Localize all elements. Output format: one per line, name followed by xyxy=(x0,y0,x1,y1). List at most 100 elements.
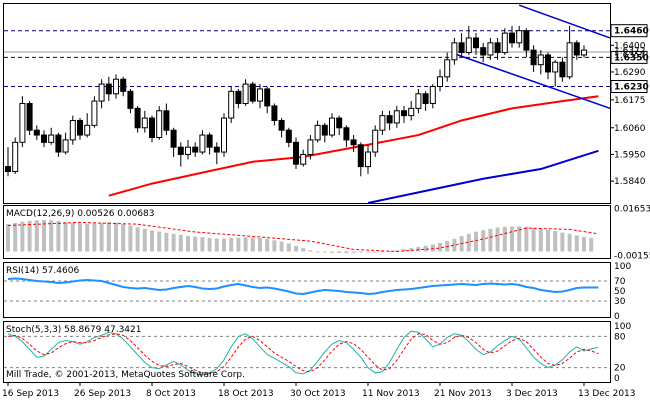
candle-body xyxy=(12,141,19,172)
price-current-label: 1.6372 xyxy=(614,47,646,57)
stoch-title: Stoch(5,3,3) 58.8679 47.3421 xyxy=(6,325,141,335)
candle-body xyxy=(314,124,321,141)
candle-body xyxy=(465,37,472,54)
macd-histogram-bar xyxy=(193,236,198,252)
macd-histogram-bar xyxy=(531,227,536,252)
macd-histogram-bar xyxy=(366,251,370,253)
macd-signal-line xyxy=(7,221,599,253)
macd-histogram-bar xyxy=(272,240,277,252)
macd-histogram-bar xyxy=(92,223,97,252)
macd-histogram-bar xyxy=(114,222,118,252)
macd-histogram-bar xyxy=(63,222,68,252)
macd-histogram-bar xyxy=(265,239,270,252)
trend-channel-line xyxy=(454,53,611,110)
candle-body xyxy=(393,110,400,124)
candle-body xyxy=(494,42,501,54)
time-tick-label: 30 Oct 2013 xyxy=(290,389,346,399)
macd-histogram-bar xyxy=(351,251,356,253)
candle-body xyxy=(321,124,328,136)
macd-histogram-bar xyxy=(78,223,82,252)
candle-body xyxy=(206,134,213,148)
candle-body xyxy=(62,139,69,153)
price-tick-label: 1.6175 xyxy=(614,96,646,106)
macd-histogram-bar xyxy=(157,231,162,252)
candle-body xyxy=(357,144,364,168)
candle-body xyxy=(451,42,458,61)
macd-histogram-bar xyxy=(6,224,10,252)
macd-histogram-bar xyxy=(243,237,248,252)
macd-histogram-bar xyxy=(258,237,262,252)
time-tick-label: 21 Nov 2013 xyxy=(434,389,492,399)
macd-histogram-bar xyxy=(474,231,478,252)
stoch-tick-label: 80 xyxy=(614,332,626,342)
macd-histogram-bar xyxy=(416,246,421,252)
candle-body xyxy=(278,119,285,131)
candle-body xyxy=(365,151,371,168)
candle-body xyxy=(149,117,155,138)
candle-body xyxy=(156,110,163,138)
candle-body xyxy=(257,88,263,102)
candle-body xyxy=(573,42,580,56)
candle-body xyxy=(55,134,62,153)
candle-body xyxy=(372,129,379,153)
macd-histogram-bar xyxy=(164,232,169,252)
candle-body xyxy=(228,90,235,119)
candle-body xyxy=(537,54,544,66)
macd-histogram-bar xyxy=(589,237,594,252)
rsi-tick-label: 0 xyxy=(614,312,620,322)
macd-histogram-bar xyxy=(200,237,205,252)
candle-body xyxy=(271,105,278,121)
macd-histogram-bar xyxy=(128,225,133,252)
candle-body xyxy=(437,76,443,88)
candle-body xyxy=(552,61,559,73)
candle-body xyxy=(19,103,26,143)
macd-histogram-bar xyxy=(13,222,18,252)
rsi-line xyxy=(7,277,599,296)
price-tick-label: 1.6060 xyxy=(614,124,646,134)
candle-body xyxy=(523,30,530,51)
price-panel xyxy=(3,3,611,204)
candle-body xyxy=(84,124,91,136)
candle-body xyxy=(41,134,47,143)
candle-body xyxy=(343,127,350,141)
macd-histogram-bar xyxy=(373,251,378,253)
candle-body xyxy=(192,146,199,153)
candle-body xyxy=(285,129,292,143)
macd-histogram-bar xyxy=(546,229,550,252)
candle-body xyxy=(509,32,515,44)
candle-body xyxy=(422,93,429,105)
candle-body xyxy=(5,166,11,172)
candle-body xyxy=(113,78,119,95)
macd-histogram-bar xyxy=(301,248,306,252)
macd-histogram-bar xyxy=(85,223,90,252)
stoch-signal-line xyxy=(7,333,599,374)
candle-body xyxy=(264,88,271,107)
macd-histogram-bar xyxy=(236,237,241,252)
macd-histogram-bar xyxy=(380,251,385,253)
candle-body xyxy=(221,117,227,153)
macd-histogram-bar xyxy=(308,250,313,252)
macd-histogram-bar xyxy=(20,221,25,252)
candle-body xyxy=(134,107,141,129)
rsi-tick-label: 50 xyxy=(614,287,626,297)
macd-histogram-bar xyxy=(214,238,219,252)
time-tick-label: 3 Dec 2013 xyxy=(506,389,558,399)
price-tick-label: 1.6400 xyxy=(614,41,646,51)
macd-histogram-bar xyxy=(178,234,183,252)
macd-histogram-bar xyxy=(171,233,176,252)
macd-histogram-bar xyxy=(567,233,572,252)
macd-histogram-bar xyxy=(488,228,493,252)
time-tick-label: 13 Dec 2013 xyxy=(578,389,636,399)
macd-histogram-bar xyxy=(337,251,342,254)
price-level-label: 1.6460 xyxy=(614,27,649,37)
macd-histogram-bar xyxy=(315,251,320,253)
stoch-main-line xyxy=(7,330,599,376)
macd-histogram-bar xyxy=(42,220,46,252)
macd-tick-label: 0.01653 xyxy=(614,205,650,215)
macd-histogram-bar xyxy=(294,245,298,252)
candle-body xyxy=(98,83,105,102)
stoch-tick-label: 100 xyxy=(614,322,631,332)
candle-body xyxy=(473,37,479,49)
candle-body xyxy=(408,107,415,117)
